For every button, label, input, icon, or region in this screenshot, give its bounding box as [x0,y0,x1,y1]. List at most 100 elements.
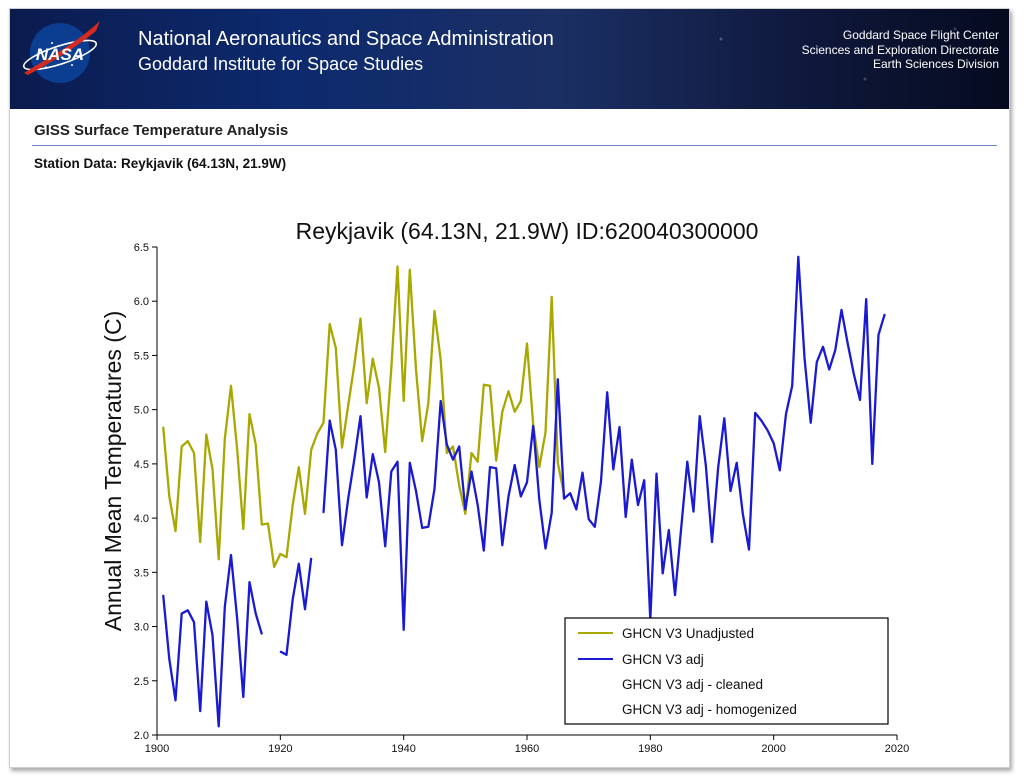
data-point [544,547,547,550]
data-point [791,385,793,387]
data-point [822,346,824,348]
data-point [378,387,380,389]
data-point [538,499,540,501]
data-point [816,361,818,363]
data-point [329,419,331,422]
data-point [877,334,880,336]
series-line-segment [162,265,566,569]
data-point [446,443,448,445]
data-point [267,522,269,525]
data-point [865,298,867,300]
page-frame: NASA National Aeronautics and Space Admi… [9,8,1010,768]
data-point [359,415,362,417]
series-line-segment [279,558,313,656]
data-point [643,479,645,481]
data-point [470,470,473,473]
nasa-logo-icon[interactable]: NASA [16,15,104,89]
data-point [261,524,263,526]
data-point [174,530,177,532]
data-point [366,402,368,404]
data-point [483,384,485,386]
data-point [803,357,806,359]
y-tick-label: 3.5 [134,567,149,579]
data-point [520,495,522,497]
data-point [470,452,473,454]
data-point [477,461,479,463]
legend-label-unadjusted: GHCN V3 Unadjusted [622,626,754,641]
data-point [193,452,195,454]
data-point [810,422,812,424]
data-point [440,359,442,361]
data-point [797,256,799,258]
data-point [884,313,886,315]
data-point [551,296,553,298]
series-line-segment [162,553,263,728]
legend-label-homogenized: GHCN V3 adj - homogenized [622,702,797,717]
data-point [495,460,497,462]
data-point [242,528,244,530]
data-point [551,512,553,514]
data-point [359,318,362,320]
data-point [310,557,312,559]
data-point [390,367,392,370]
data-point [507,495,510,497]
data-point [230,385,232,387]
data-point [514,411,516,413]
data-point [211,468,214,470]
y-tick-label: 3.0 [134,622,149,634]
data-point [347,404,349,406]
data-point [403,400,405,402]
data-point [452,445,454,448]
data-point [625,516,627,518]
center-info: Goddard Space Flight Center Sciences and… [802,28,999,72]
data-point [193,621,195,623]
data-point [292,504,294,506]
x-tick-label: 2020 [885,743,909,755]
data-point [723,417,725,419]
data-point [686,461,688,463]
data-point [421,440,423,442]
data-point [729,490,732,492]
data-point [427,526,429,528]
data-point [773,442,775,444]
data-point [575,508,577,510]
data-point [655,473,658,475]
data-point [464,513,466,515]
data-point [211,634,214,636]
series-layer [162,255,886,728]
data-point [680,527,682,529]
data-point [329,323,331,325]
chart-title: Reykjavik (64.13N, 21.9W) ID:62004030000… [296,218,759,244]
data-point [273,566,275,568]
y-tick-label: 5.5 [134,350,149,362]
data-point [557,462,559,464]
y-tick-label: 4.5 [134,459,149,471]
data-point [557,378,559,380]
center-line-2: Sciences and Exploration Directorate [801,42,999,57]
data-point [569,492,571,494]
data-point [162,594,164,596]
data-point [637,504,639,506]
data-point [544,431,547,433]
data-point [711,541,713,543]
data-point [699,415,701,417]
data-point [871,463,873,465]
data-point [427,402,429,404]
data-point [458,445,460,448]
y-tick-label: 4.0 [134,513,149,525]
data-point [199,541,201,543]
data-point [594,526,596,528]
data-point [489,466,491,468]
data-point [384,545,386,547]
data-point [292,598,294,601]
x-tick-label: 1900 [145,743,169,755]
data-point [335,449,337,451]
org-title: National Aeronautics and Space Administr… [138,28,554,50]
data-point [495,467,497,469]
data-point [606,391,608,393]
data-point [285,654,288,656]
data-point [489,385,491,387]
data-point [236,618,238,620]
data-point [353,459,355,461]
temperature-chart: Reykjavik (64.13N, 21.9W) ID:62004030000… [100,218,909,755]
